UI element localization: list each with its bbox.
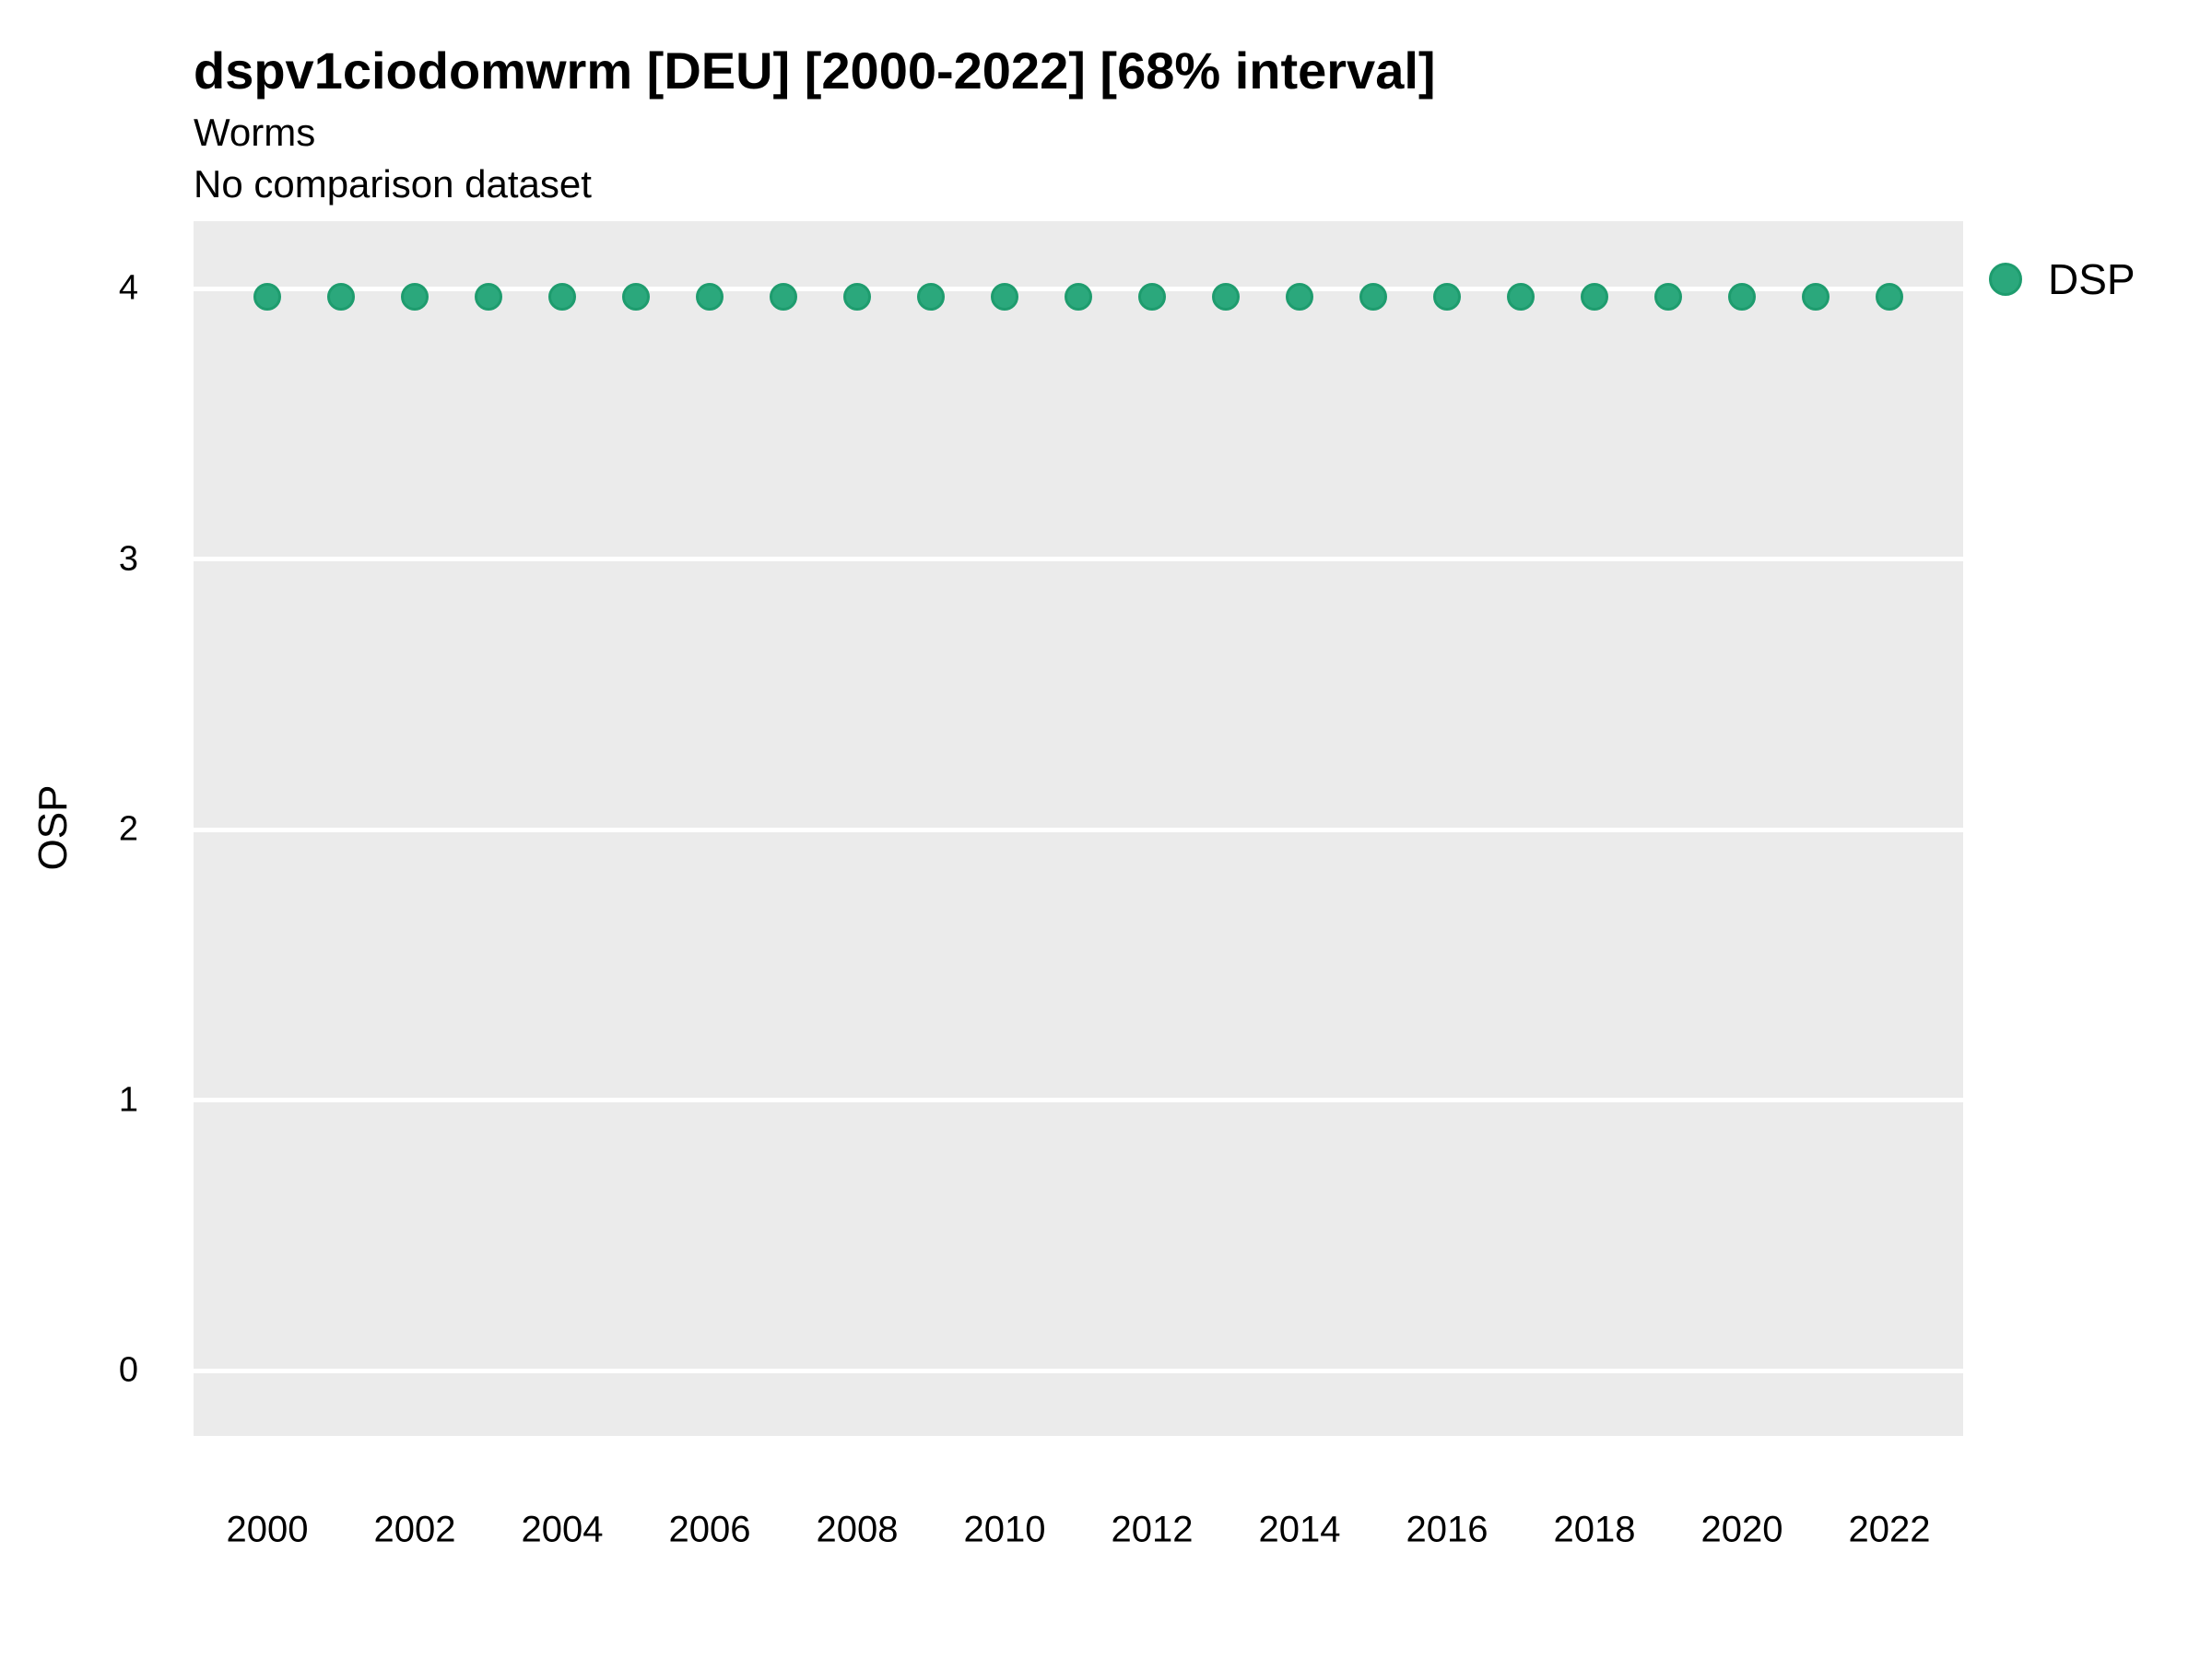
data-point-2015 (1359, 282, 1387, 311)
chart-title: dspv1ciodomwrm [DEU] [2000-2022] [68% in… (194, 41, 1436, 100)
legend-point-swatch (1989, 263, 2022, 296)
data-point-2019 (1654, 282, 1682, 311)
data-point-2002 (401, 282, 429, 311)
x-tick-label-2000: 2000 (226, 1509, 309, 1550)
data-point-2020 (1728, 282, 1756, 311)
plot-panel (194, 221, 1963, 1436)
data-point-2021 (1802, 282, 1830, 311)
data-point-2010 (991, 282, 1018, 311)
chart-subtitle: Worms No comparison dataset (194, 107, 592, 210)
y-tick-label-1: 1 (118, 1080, 138, 1119)
x-tick-label-2004: 2004 (521, 1509, 604, 1550)
data-point-2009 (917, 282, 945, 311)
data-point-2016 (1433, 282, 1461, 311)
chart-subtitle-line-2: No comparison dataset (194, 162, 592, 206)
x-tick-label-2002: 2002 (373, 1509, 456, 1550)
data-point-2003 (475, 282, 502, 311)
gridline-y-1 (194, 1098, 1963, 1102)
data-point-2013 (1212, 282, 1240, 311)
legend: DSP (1989, 254, 2136, 304)
x-tick-label-2010: 2010 (963, 1509, 1046, 1550)
x-tick-label-2016: 2016 (1406, 1509, 1488, 1550)
chart-subtitle-line-1: Worms (194, 111, 316, 154)
gridline-y-2 (194, 827, 1963, 832)
data-point-2000 (253, 282, 281, 311)
data-point-2014 (1286, 282, 1313, 311)
data-point-2007 (770, 282, 797, 311)
x-tick-label-2022: 2022 (1848, 1509, 1931, 1550)
x-tick-label-2012: 2012 (1111, 1509, 1194, 1550)
gridline-y-0 (194, 1368, 1963, 1373)
x-tick-label-2006: 2006 (668, 1509, 751, 1550)
x-tick-label-2018: 2018 (1553, 1509, 1636, 1550)
y-tick-label-3: 3 (118, 539, 138, 578)
data-point-2017 (1507, 282, 1535, 311)
data-point-2011 (1065, 282, 1092, 311)
gridline-y-3 (194, 557, 1963, 561)
x-tick-label-2008: 2008 (816, 1509, 899, 1550)
data-point-2018 (1581, 282, 1608, 311)
data-point-2008 (843, 282, 871, 311)
data-point-2006 (696, 282, 724, 311)
x-tick-label-2014: 2014 (1258, 1509, 1341, 1550)
data-point-2005 (622, 282, 650, 311)
data-point-2004 (548, 282, 576, 311)
data-point-2022 (1876, 282, 1903, 311)
y-tick-label-4: 4 (118, 268, 138, 308)
legend-label: DSP (2048, 255, 2136, 303)
data-point-2012 (1138, 282, 1166, 311)
x-tick-label-2020: 2020 (1700, 1509, 1783, 1550)
y-tick-label-0: 0 (118, 1350, 138, 1390)
data-point-2001 (327, 282, 355, 311)
y-tick-label-2: 2 (118, 809, 138, 849)
